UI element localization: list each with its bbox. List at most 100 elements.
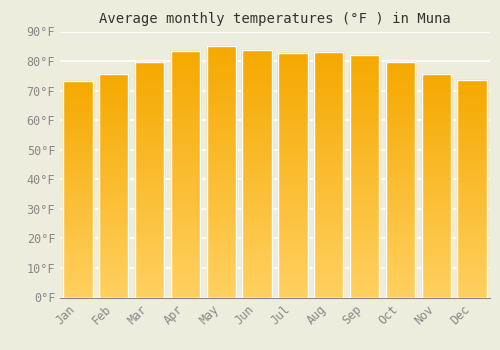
Bar xyxy=(170,73,200,75)
Bar xyxy=(458,263,487,265)
Bar xyxy=(242,218,272,221)
Bar xyxy=(386,66,415,69)
Bar xyxy=(458,111,487,113)
Bar xyxy=(314,251,344,253)
Bar xyxy=(422,284,451,286)
Bar xyxy=(135,267,164,269)
Bar xyxy=(314,160,344,162)
Bar xyxy=(206,124,236,126)
Bar xyxy=(242,82,272,84)
Bar xyxy=(242,136,272,139)
Bar xyxy=(135,135,164,137)
Bar xyxy=(278,280,308,283)
Bar xyxy=(99,141,128,144)
Bar xyxy=(422,74,451,298)
Bar xyxy=(350,176,380,178)
Bar xyxy=(170,88,200,90)
Bar xyxy=(170,211,200,213)
Bar xyxy=(135,276,164,279)
Bar xyxy=(422,130,451,132)
Bar xyxy=(63,200,92,202)
Bar xyxy=(135,206,164,208)
Bar xyxy=(314,62,344,64)
Bar xyxy=(63,161,92,163)
Bar xyxy=(458,230,487,232)
Bar xyxy=(63,202,92,204)
Bar xyxy=(170,167,200,169)
Bar xyxy=(170,169,200,171)
Bar xyxy=(386,111,415,114)
Bar xyxy=(135,97,164,100)
Bar xyxy=(422,210,451,212)
Bar xyxy=(242,77,272,79)
Bar xyxy=(135,74,164,76)
Bar xyxy=(242,268,272,270)
Bar xyxy=(135,243,164,246)
Bar xyxy=(99,150,128,152)
Bar xyxy=(135,288,164,290)
Bar xyxy=(350,101,380,103)
Bar xyxy=(206,265,236,267)
Bar xyxy=(135,140,164,142)
Bar xyxy=(63,120,92,122)
Bar xyxy=(206,54,236,56)
Bar xyxy=(422,183,451,186)
Bar xyxy=(350,222,380,225)
Bar xyxy=(422,136,451,139)
Bar xyxy=(170,196,200,199)
Bar xyxy=(314,266,344,268)
Bar xyxy=(170,51,200,298)
Bar xyxy=(386,279,415,281)
Bar xyxy=(386,187,415,189)
Bar xyxy=(206,192,236,194)
Bar xyxy=(350,120,380,122)
Bar xyxy=(386,85,415,88)
Bar xyxy=(422,291,451,293)
Bar xyxy=(350,84,380,86)
Bar xyxy=(278,99,308,102)
Bar xyxy=(99,201,128,204)
Bar xyxy=(135,156,164,159)
Bar xyxy=(314,84,344,86)
Bar xyxy=(350,115,380,118)
Bar xyxy=(135,222,164,224)
Bar xyxy=(242,288,272,290)
Bar xyxy=(314,256,344,258)
Bar xyxy=(350,259,380,261)
Bar xyxy=(278,129,308,131)
Bar xyxy=(422,87,451,90)
Bar xyxy=(242,285,272,288)
Bar xyxy=(242,178,272,181)
Bar xyxy=(278,168,308,170)
Bar xyxy=(206,134,236,136)
Bar xyxy=(135,116,164,119)
Bar xyxy=(63,295,92,298)
Bar xyxy=(242,67,272,70)
Bar xyxy=(458,141,487,143)
Bar xyxy=(242,196,272,198)
Bar xyxy=(99,275,128,278)
Bar xyxy=(135,147,164,149)
Bar xyxy=(99,154,128,157)
Bar xyxy=(170,256,200,258)
Bar xyxy=(206,132,236,134)
Bar xyxy=(99,199,128,201)
Bar xyxy=(63,93,92,96)
Bar xyxy=(63,245,92,247)
Bar xyxy=(206,64,236,66)
Bar xyxy=(278,112,308,114)
Bar xyxy=(314,180,344,182)
Bar xyxy=(63,148,92,150)
Bar xyxy=(278,114,308,117)
Bar xyxy=(422,74,451,76)
Bar xyxy=(458,130,487,132)
Bar xyxy=(422,228,451,230)
Bar xyxy=(206,101,236,104)
Bar xyxy=(135,295,164,298)
Bar xyxy=(458,254,487,256)
Bar xyxy=(386,170,415,173)
Bar xyxy=(242,216,272,218)
Bar xyxy=(170,275,200,278)
Bar xyxy=(63,83,92,85)
Bar xyxy=(458,291,487,293)
